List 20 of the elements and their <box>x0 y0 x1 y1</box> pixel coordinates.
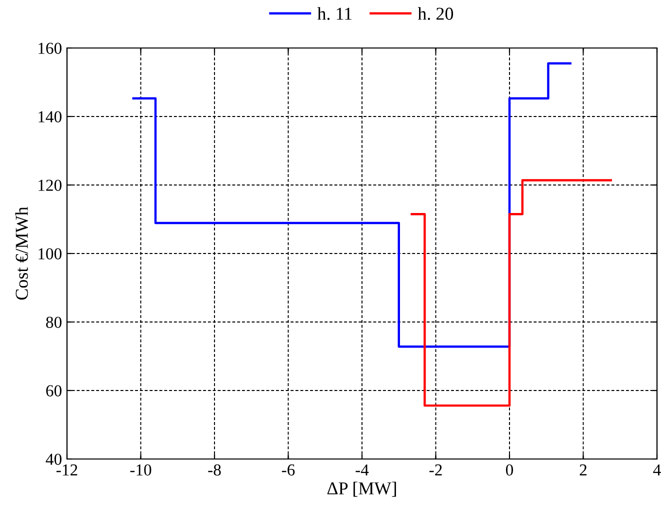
x-tick-label: 0 <box>506 464 514 476</box>
x-axis-title: ΔP [MW] <box>327 482 396 497</box>
x-tick-label: -6 <box>282 464 295 476</box>
x-tick-label: -10 <box>130 464 152 476</box>
y-tick-label: 140 <box>38 111 62 122</box>
y-tick-label: 80 <box>46 316 62 328</box>
y-tick-label: 160 <box>38 42 62 54</box>
legend-label: h. 20 <box>418 7 454 20</box>
y-axis-title: Cost €/MWh <box>15 206 28 300</box>
x-tick-label: -2 <box>429 464 442 476</box>
x-tick-label: -4 <box>356 464 369 476</box>
y-tick-label: 100 <box>38 248 62 260</box>
x-tick-label: -8 <box>208 464 221 476</box>
y-tick-label: 40 <box>46 454 62 465</box>
x-tick-label: -12 <box>56 464 78 476</box>
x-tick-label: 4 <box>653 464 661 476</box>
y-tick-label: 120 <box>38 180 62 191</box>
legend-label: h. 11 <box>317 7 352 20</box>
x-tick-label: 2 <box>580 464 586 476</box>
y-tick-label: 60 <box>46 385 62 396</box>
